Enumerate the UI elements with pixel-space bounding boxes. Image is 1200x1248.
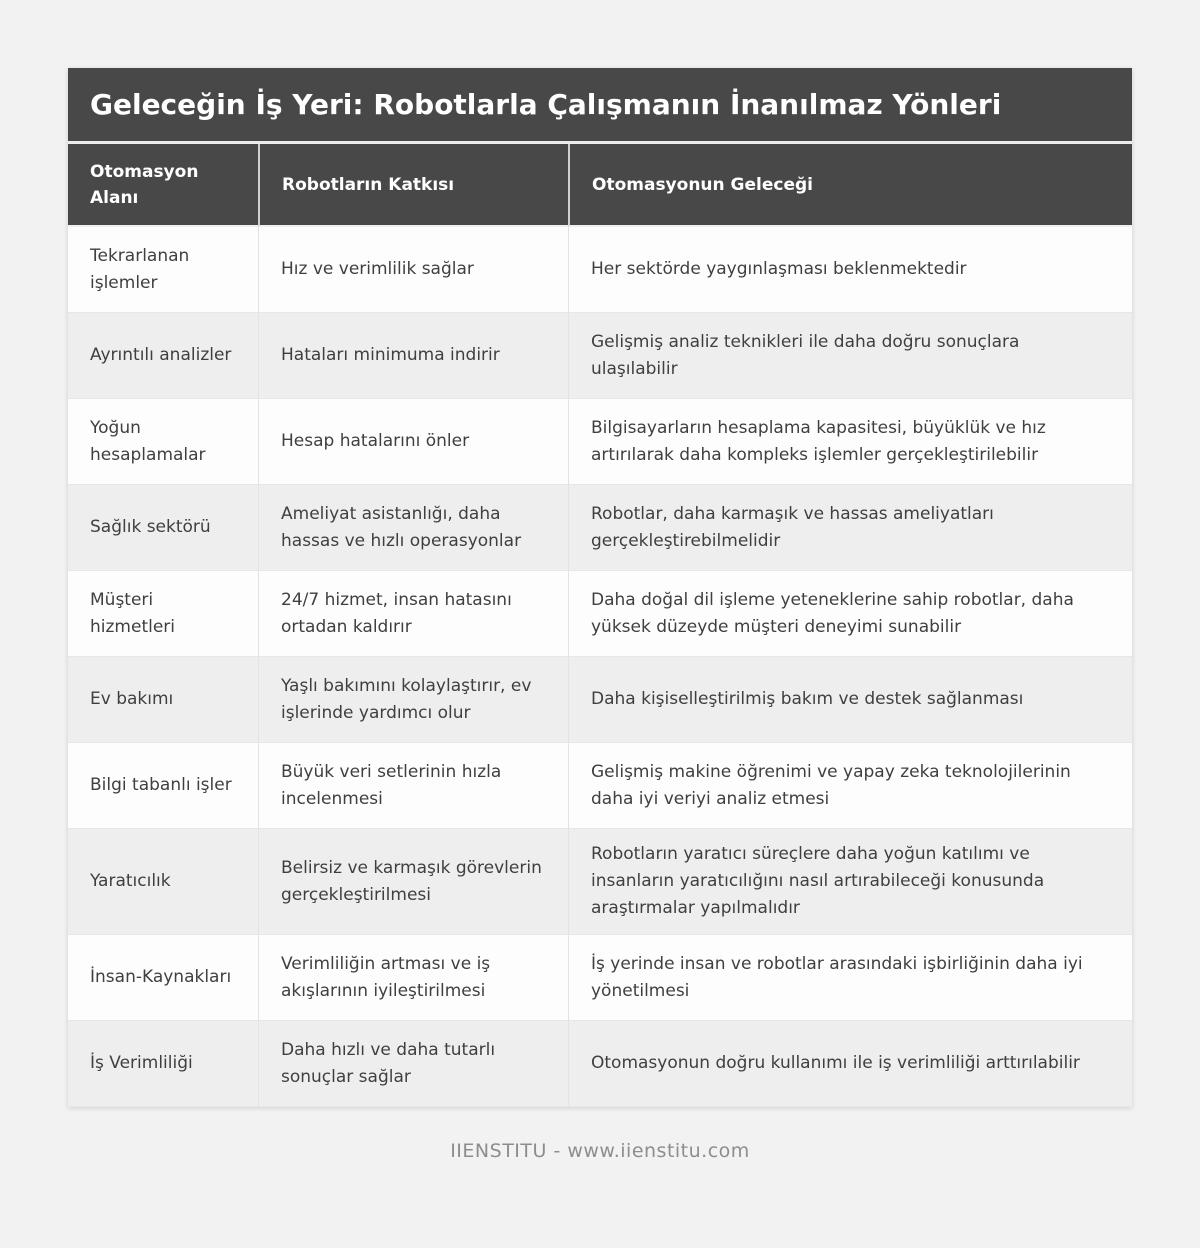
column-header-otomasyon-alani: Otomasyon Alanı [68, 144, 258, 227]
cell-robot-contribution: Daha hızlı ve daha tutarlı sonuçlar sağl… [258, 1021, 568, 1107]
cell-robot-contribution: Hız ve verimlilik sağlar [258, 227, 568, 313]
column-header-row: Otomasyon Alanı Robotların Katkısı Otoma… [68, 144, 1133, 227]
cell-automation-future: Her sektörde yaygınlaşması beklenmektedi… [568, 227, 1133, 313]
cell-automation-area: Müşteri hizmetleri [68, 571, 258, 657]
cell-robot-contribution: Yaşlı bakımını kolaylaştırır, ev işlerin… [258, 657, 568, 743]
automation-comparison-table: Geleceğin İş Yeri: Robotlarla Çalışmanın… [68, 68, 1133, 1107]
table-row: Tekrarlanan işlemler Hız ve verimlilik s… [68, 227, 1133, 313]
cell-automation-future: Bilgisayarların hesaplama kapasitesi, bü… [568, 399, 1133, 485]
table-row: Müşteri hizmetleri 24/7 hizmet, insan ha… [68, 571, 1133, 657]
cell-automation-future: Daha kişiselleştirilmiş bakım ve destek … [568, 657, 1133, 743]
column-header-otomasyonun-gelecegi: Otomasyonun Geleceği [568, 144, 1133, 227]
table-row: Ayrıntılı analizler Hataları minimuma in… [68, 313, 1133, 399]
cell-automation-area: Bilgi tabanlı işler [68, 743, 258, 829]
cell-automation-area: Sağlık sektörü [68, 485, 258, 571]
cell-automation-future: Robotlar, daha karmaşık ve hassas ameliy… [568, 485, 1133, 571]
cell-automation-future: Otomasyonun doğru kullanımı ile iş verim… [568, 1021, 1133, 1107]
page-title: Geleceğin İş Yeri: Robotlarla Çalışmanın… [68, 68, 1133, 144]
cell-automation-future: İş yerinde insan ve robotlar arasındaki … [568, 935, 1133, 1021]
cell-robot-contribution: Büyük veri setlerinin hızla incelenmesi [258, 743, 568, 829]
cell-robot-contribution: Hesap hatalarını önler [258, 399, 568, 485]
footer-credit: IIENSTITU - www.iienstitu.com [450, 1140, 750, 1162]
cell-automation-area: İnsan-Kaynakları [68, 935, 258, 1021]
cell-robot-contribution: 24/7 hizmet, insan hatasını ortadan kald… [258, 571, 568, 657]
table-row: Bilgi tabanlı işler Büyük veri setlerini… [68, 743, 1133, 829]
cell-automation-area: Ayrıntılı analizler [68, 313, 258, 399]
cell-robot-contribution: Verimliliğin artması ve iş akışlarının i… [258, 935, 568, 1021]
table-row: Ev bakımı Yaşlı bakımını kolaylaştırır, … [68, 657, 1133, 743]
table-row: Sağlık sektörü Ameliyat asistanlığı, dah… [68, 485, 1133, 571]
cell-automation-area: Tekrarlanan işlemler [68, 227, 258, 313]
cell-automation-future: Gelişmiş analiz teknikleri ile daha doğr… [568, 313, 1133, 399]
table-row: İş Verimliliği Daha hızlı ve daha tutarl… [68, 1021, 1133, 1107]
cell-automation-area: Yaratıcılık [68, 829, 258, 935]
cell-automation-future: Daha doğal dil işleme yeteneklerine sahi… [568, 571, 1133, 657]
cell-automation-future: Robotların yaratıcı süreçlere daha yoğun… [568, 829, 1133, 935]
table-row: Yaratıcılık Belirsiz ve karmaşık görevle… [68, 829, 1133, 935]
cell-robot-contribution: Hataları minimuma indirir [258, 313, 568, 399]
cell-automation-area: Ev bakımı [68, 657, 258, 743]
cell-automation-future: Gelişmiş makine öğrenimi ve yapay zeka t… [568, 743, 1133, 829]
cell-robot-contribution: Belirsiz ve karmaşık görevlerin gerçekle… [258, 829, 568, 935]
title-row: Geleceğin İş Yeri: Robotlarla Çalışmanın… [68, 68, 1133, 144]
cell-automation-area: Yoğun hesaplamalar [68, 399, 258, 485]
cell-automation-area: İş Verimliliği [68, 1021, 258, 1107]
column-header-robotlarin-katkisi: Robotların Katkısı [258, 144, 568, 227]
table-row: İnsan-Kaynakları Verimliliğin artması ve… [68, 935, 1133, 1021]
table-row: Yoğun hesaplamalar Hesap hatalarını önle… [68, 399, 1133, 485]
cell-robot-contribution: Ameliyat asistanlığı, daha hassas ve hız… [258, 485, 568, 571]
